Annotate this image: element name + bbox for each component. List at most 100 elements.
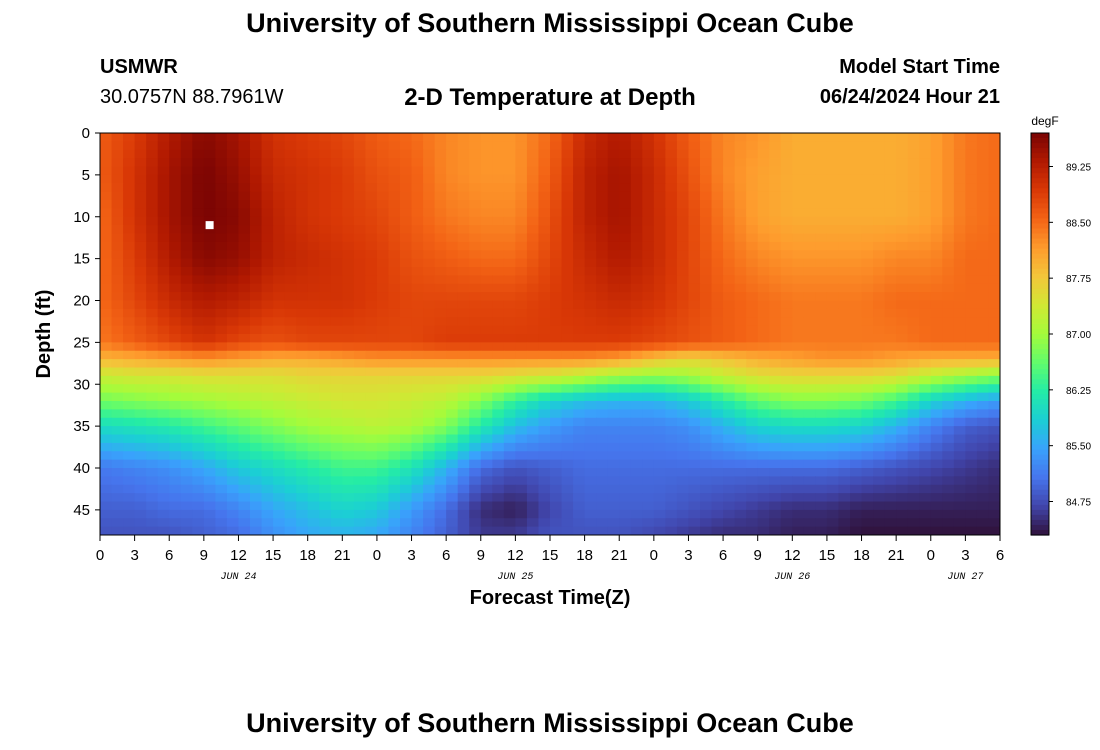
heatmap-cell <box>965 451 978 461</box>
heatmap-cell <box>376 225 390 235</box>
heatmap-cell <box>746 526 759 535</box>
heatmap-cell <box>469 174 482 184</box>
heatmap-cell <box>930 426 943 436</box>
heatmap-cell <box>226 359 240 369</box>
heatmap-cell <box>907 334 920 343</box>
heatmap-cell <box>619 241 632 251</box>
heatmap-cell <box>307 434 320 444</box>
heatmap-cell <box>942 183 955 193</box>
colorbar-segment <box>1031 288 1049 295</box>
heatmap-cell <box>792 200 805 209</box>
heatmap-cell <box>619 183 632 193</box>
heatmap-cell <box>215 468 228 477</box>
heatmap-cell <box>550 501 563 511</box>
heatmap-cell <box>607 392 620 402</box>
heatmap-cell <box>226 342 240 352</box>
heatmap-cell <box>469 451 482 461</box>
heatmap-cell <box>700 292 713 302</box>
heatmap-cell <box>919 401 932 410</box>
heatmap-cell <box>976 300 990 310</box>
heatmap-cell <box>792 208 805 218</box>
heatmap-cell <box>792 183 805 193</box>
heatmap-cell <box>734 133 747 142</box>
heatmap-cell <box>711 225 724 235</box>
heatmap-cell <box>746 208 759 218</box>
heatmap-cell <box>296 468 309 477</box>
heatmap-cell <box>469 225 482 235</box>
heatmap-cell <box>446 426 459 436</box>
heatmap-cell <box>688 409 701 419</box>
heatmap-cell <box>573 241 586 251</box>
heatmap-cell <box>653 350 666 360</box>
heatmap-cell <box>261 216 274 226</box>
heatmap-cell <box>700 308 713 318</box>
colorbar-segment <box>1031 298 1049 305</box>
heatmap-cell <box>676 225 690 235</box>
heatmap-cell <box>457 468 470 477</box>
heatmap-cell <box>180 484 193 494</box>
heatmap-cell <box>238 484 251 494</box>
heatmap-cell <box>273 191 286 201</box>
heatmap-cell <box>134 292 147 302</box>
heatmap-cell <box>907 509 920 519</box>
heatmap-cell <box>803 501 816 511</box>
heatmap-cell <box>676 325 690 335</box>
heatmap-cell <box>884 325 897 335</box>
heatmap-cell <box>884 401 897 410</box>
heatmap-cell <box>480 317 493 327</box>
heatmap-cell <box>111 401 124 410</box>
heatmap-cell <box>353 367 366 377</box>
heatmap-cell <box>665 426 678 436</box>
heatmap-cell <box>826 300 840 310</box>
heatmap-cell <box>330 191 343 201</box>
heatmap-cell <box>711 233 724 243</box>
heatmap-cell <box>769 426 782 436</box>
heatmap-cell <box>700 509 713 519</box>
heatmap-cell <box>653 300 666 310</box>
heatmap-cell <box>376 325 390 335</box>
heatmap-cell <box>342 308 355 318</box>
heatmap-cell <box>838 468 851 477</box>
heatmap-cell <box>861 149 874 159</box>
heatmap-cell <box>884 392 897 402</box>
heatmap-cell <box>307 166 320 176</box>
heatmap-cell <box>353 133 366 142</box>
heatmap-cell <box>215 384 228 394</box>
heatmap-cell <box>965 417 978 427</box>
heatmap-cell <box>515 300 528 310</box>
footer-title: University of Southern Mississippi Ocean… <box>246 708 854 738</box>
heatmap-cell <box>342 451 355 461</box>
heatmap-cell <box>296 325 309 335</box>
heatmap-cell <box>515 208 528 218</box>
heatmap-cell <box>503 208 516 218</box>
heatmap-cell <box>157 292 170 302</box>
heatmap-cell <box>365 384 378 394</box>
heatmap-cell <box>607 133 620 142</box>
heatmap-cell <box>873 509 886 519</box>
heatmap-cell <box>723 476 736 486</box>
heatmap-cell <box>942 476 955 486</box>
heatmap-cell <box>792 225 805 235</box>
heatmap-cell <box>515 250 528 260</box>
heatmap-cell <box>676 308 690 318</box>
heatmap-cell <box>584 442 597 452</box>
heatmap-cell <box>376 426 390 436</box>
heatmap-cell <box>930 133 943 142</box>
heatmap-cell <box>630 451 643 461</box>
heatmap-cell <box>896 191 909 201</box>
heatmap-cell <box>584 183 597 193</box>
heatmap-cell <box>942 133 955 142</box>
heatmap-cell <box>653 149 666 159</box>
heatmap-cell <box>803 417 816 427</box>
heatmap-cell <box>965 484 978 494</box>
heatmap-cell <box>573 149 586 159</box>
heatmap-cell <box>803 526 816 535</box>
heatmap-cell <box>365 267 378 276</box>
heatmap-cell <box>388 350 401 360</box>
heatmap-cell <box>365 434 378 444</box>
heatmap-cell <box>215 434 228 444</box>
heatmap-cell <box>434 317 447 327</box>
heatmap-cell <box>919 334 932 343</box>
heatmap-cell <box>861 250 874 260</box>
heatmap-cell <box>169 183 182 193</box>
